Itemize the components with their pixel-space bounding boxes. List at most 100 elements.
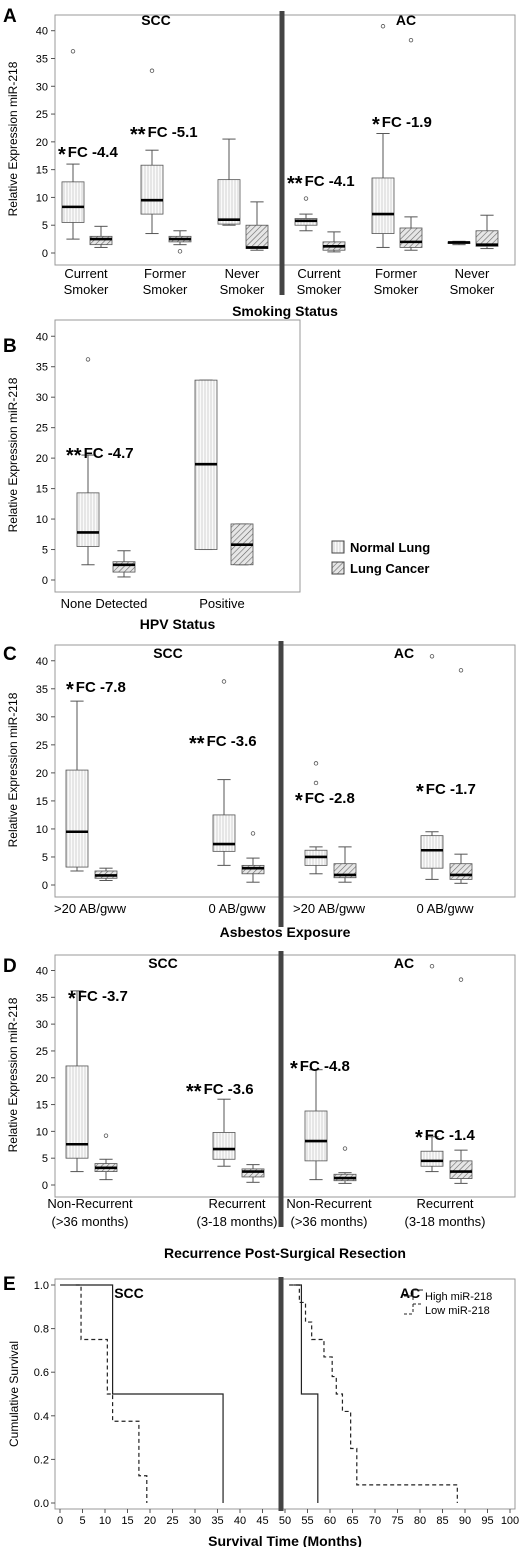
x-tick-label: 75 <box>391 1515 403 1527</box>
significance-stars: * <box>68 988 76 1010</box>
x-tick-label: 60 <box>324 1515 336 1527</box>
box-normal-lung <box>294 196 318 232</box>
fold-change-text: FC -4.1 <box>305 173 355 190</box>
y-tick-label: 0 <box>42 880 48 892</box>
y-tick-label: 10 <box>36 1126 48 1138</box>
y-tick-label: 5 <box>42 545 48 557</box>
iqr-box <box>449 1160 473 1179</box>
y-tick-label: 35 <box>36 53 48 65</box>
fold-change-text: FC -1.7 <box>426 781 476 798</box>
y-tick-label: 30 <box>36 392 48 404</box>
iqr-box <box>420 835 444 869</box>
significance-stars: ** <box>130 124 146 146</box>
legend-label: High miR-218 <box>425 1291 492 1303</box>
plot-frame <box>54 954 516 1198</box>
box-normal-lung <box>76 357 100 566</box>
survival-curve-high <box>60 1284 224 1503</box>
iqr-box <box>61 181 85 223</box>
fold-change-annotation: * FC -2.8 <box>295 790 355 812</box>
x-tick-label: 10 <box>99 1515 111 1527</box>
box-normal-lung <box>212 679 236 866</box>
box-normal-lung <box>447 240 471 246</box>
x-axis-label: HPV Status <box>140 616 216 632</box>
iqr-box <box>65 769 89 868</box>
fold-change-text: FC -4.4 <box>68 144 119 161</box>
outlier-point <box>342 1146 348 1151</box>
y-tick-label: 5 <box>42 852 48 864</box>
category-label: Non-Recurrent <box>47 1196 133 1211</box>
category-label-line2: Smoker <box>450 282 495 297</box>
y-tick-label: 0 <box>42 1180 48 1192</box>
iqr-box <box>89 235 113 246</box>
box-lung-cancer <box>112 550 136 578</box>
legend-label: Normal Lung <box>350 540 430 555</box>
box-normal-lung <box>194 379 218 551</box>
legend-swatch <box>331 540 345 554</box>
box-lung-cancer <box>322 231 346 253</box>
outlier-point <box>177 249 183 254</box>
significance-stars: * <box>58 144 66 166</box>
category-label: (3-18 months) <box>197 1214 278 1229</box>
outlier-point <box>429 964 435 969</box>
y-tick-label: 0.8 <box>34 1324 49 1336</box>
x-axis-label: Asbestos Exposure <box>220 924 351 940</box>
y-tick-label: 25 <box>36 1046 48 1058</box>
fold-change-text: FC -2.8 <box>305 790 355 807</box>
iqr-box <box>420 1150 444 1167</box>
y-tick-label: 10 <box>36 514 48 526</box>
legend: Normal Lung Lung Cancer <box>331 540 430 576</box>
x-tick-label: 5 <box>79 1515 85 1527</box>
panel-letter: C <box>3 644 17 665</box>
category-label-line2: Smoker <box>297 282 342 297</box>
y-tick-label: 0.6 <box>34 1367 49 1379</box>
plot-frame <box>54 644 516 898</box>
iqr-box <box>65 1065 89 1159</box>
panel-letter: A <box>3 6 17 27</box>
panel-B: B 0 5 10 15 20 25 30 35 40 Relative Expression miR… <box>3 319 301 632</box>
category-label: Recurrent <box>416 1196 473 1211</box>
category-label-line2: Smoker <box>374 282 419 297</box>
iqr-box <box>217 179 241 225</box>
significance-stars: * <box>66 679 74 701</box>
fold-change-annotation: * FC -1.9 <box>372 114 432 136</box>
y-tick-label: 40 <box>36 966 48 978</box>
box-lung-cancer <box>89 225 113 248</box>
box-lung-cancer <box>241 831 265 883</box>
x-tick-label: 35 <box>211 1515 223 1527</box>
legend-label: Lung Cancer <box>350 561 429 576</box>
x-tick-label: 80 <box>414 1515 426 1527</box>
group-title: SCC <box>148 955 178 971</box>
fold-change-annotation: * FC -4.4 <box>58 144 118 166</box>
y-tick-label: 15 <box>36 1100 48 1112</box>
x-tick-label: 70 <box>369 1515 381 1527</box>
box-lung-cancer <box>333 846 357 883</box>
fold-change-text: FC -1.4 <box>425 1127 476 1144</box>
x-axis-label: Smoking Status <box>232 303 338 319</box>
box-normal-lung <box>304 761 328 875</box>
x-tick-label: 45 <box>256 1515 268 1527</box>
fold-change-annotation: ** FC -4.1 <box>287 173 355 195</box>
fold-change-text: FC -4.8 <box>300 1058 350 1075</box>
fold-change-annotation: * FC -7.8 <box>66 679 126 701</box>
outlier-point <box>85 357 91 362</box>
survival-curve-low <box>289 1284 458 1503</box>
fold-change-annotation: ** FC -3.6 <box>189 733 257 755</box>
y-tick-label: 5 <box>42 1153 48 1165</box>
y-tick-label: 30 <box>36 1019 48 1031</box>
y-tick-label: 30 <box>36 712 48 724</box>
group-title: AC <box>400 1285 420 1301</box>
outlier-point <box>380 24 386 29</box>
y-tick-label: 35 <box>36 992 48 1004</box>
fold-change-annotation: ** FC -4.7 <box>66 445 134 467</box>
box-lung-cancer <box>399 37 423 251</box>
significance-stars: * <box>295 790 303 812</box>
category-label: (3-18 months) <box>405 1214 486 1229</box>
y-tick-label: 5 <box>42 220 48 232</box>
y-tick-label: 40 <box>36 656 48 668</box>
outlier-point <box>313 780 319 786</box>
iqr-box <box>304 1110 328 1162</box>
fold-change-annotation: * FC -1.7 <box>416 781 476 803</box>
outlier-point <box>103 1133 109 1138</box>
box-normal-lung <box>212 1098 236 1167</box>
